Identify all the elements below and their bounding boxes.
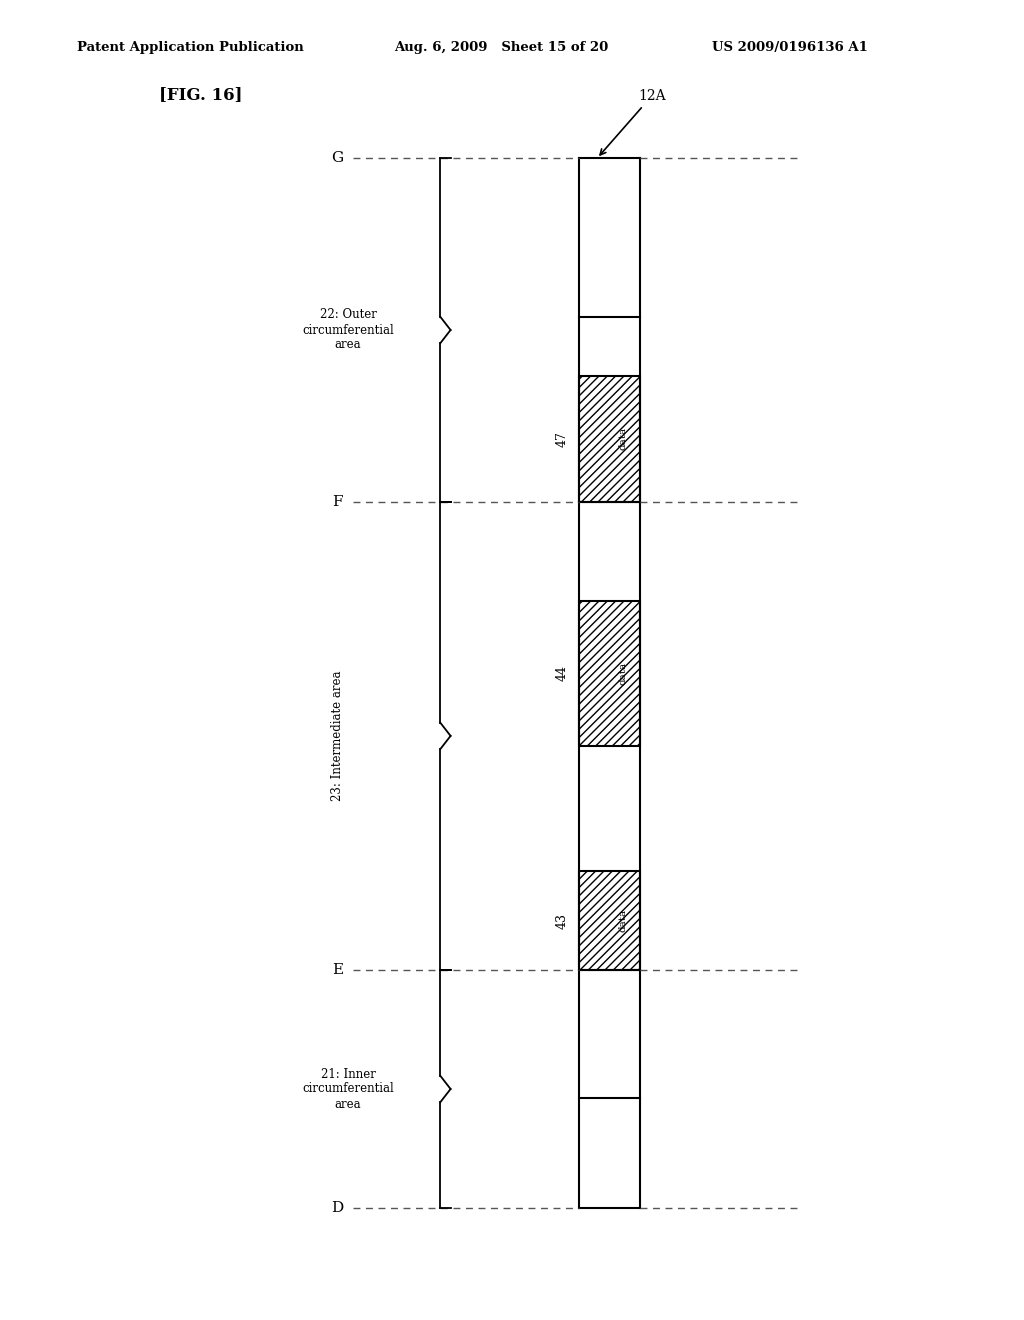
Text: 47: 47 xyxy=(556,430,568,447)
Text: data: data xyxy=(618,428,628,450)
Text: data: data xyxy=(618,661,628,685)
Text: 23: Intermediate area: 23: Intermediate area xyxy=(332,671,344,801)
Text: E: E xyxy=(332,964,343,977)
Text: data: data xyxy=(618,909,628,932)
Text: [FIG. 16]: [FIG. 16] xyxy=(159,86,243,103)
Bar xyxy=(579,601,640,746)
Text: D: D xyxy=(331,1201,343,1214)
Text: 21: Inner
circumferential
area: 21: Inner circumferential area xyxy=(302,1068,394,1110)
Text: G: G xyxy=(331,152,343,165)
Text: 12A: 12A xyxy=(600,88,666,154)
Text: Aug. 6, 2009   Sheet 15 of 20: Aug. 6, 2009 Sheet 15 of 20 xyxy=(394,41,608,54)
Text: Patent Application Publication: Patent Application Publication xyxy=(77,41,303,54)
Text: 43: 43 xyxy=(556,912,568,929)
Text: 44: 44 xyxy=(556,665,568,681)
Text: US 2009/0196136 A1: US 2009/0196136 A1 xyxy=(712,41,867,54)
Text: F: F xyxy=(333,495,343,508)
Bar xyxy=(579,376,640,502)
Text: 22: Outer
circumferential
area: 22: Outer circumferential area xyxy=(302,309,394,351)
Bar xyxy=(579,871,640,970)
